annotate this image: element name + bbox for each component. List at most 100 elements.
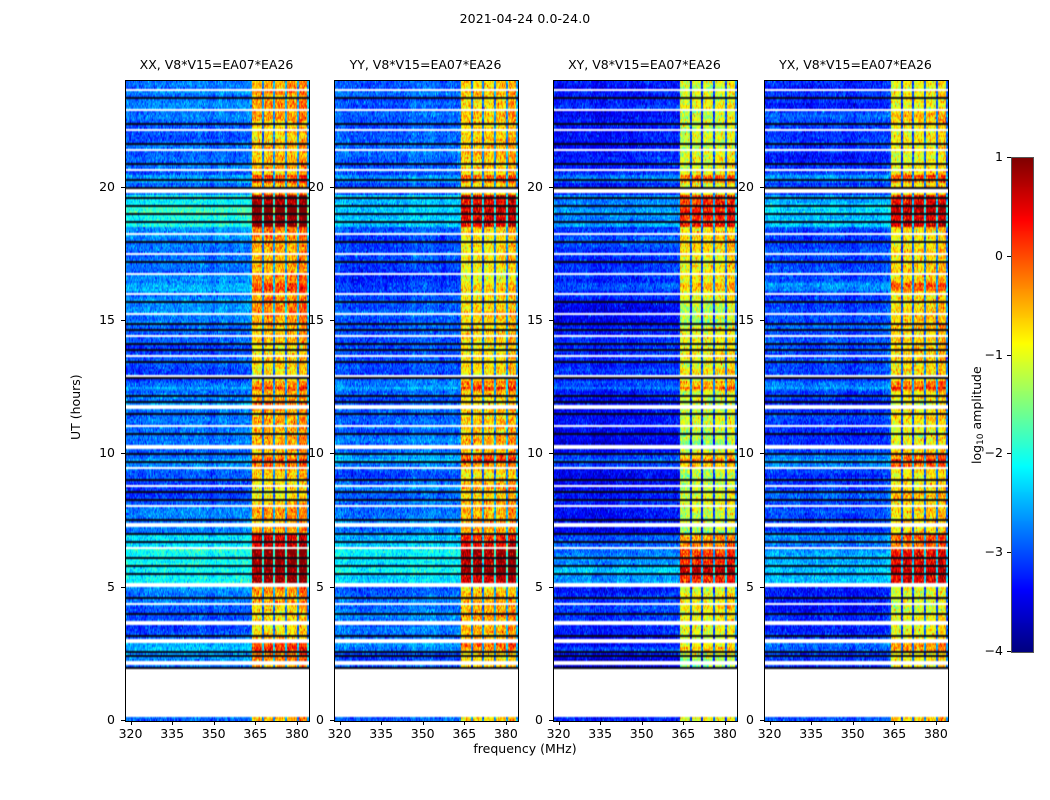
x-tick-mark	[340, 721, 341, 725]
x-tick-label: 365	[243, 726, 268, 741]
x-tick-label: 380	[712, 726, 737, 741]
x-tick-label: 335	[160, 726, 185, 741]
y-tick-label: 10	[527, 445, 543, 461]
x-tick-label: 365	[882, 726, 907, 741]
x-tick-label: 365	[452, 726, 477, 741]
y-tick-mark	[121, 720, 125, 721]
x-tick-mark	[506, 721, 507, 725]
y-tick-label: 5	[535, 578, 543, 594]
x-tick-mark	[214, 721, 215, 725]
y-tick-label: 0	[535, 712, 543, 727]
y-tick-label: 20	[527, 178, 543, 194]
y-tick-mark	[330, 187, 334, 188]
x-tick-mark	[642, 721, 643, 725]
x-axis-label: frequency (MHz)	[473, 741, 577, 756]
x-tick-label: 365	[671, 726, 696, 741]
x-tick-label: 335	[588, 726, 613, 741]
x-tick-label: 380	[923, 726, 948, 741]
x-tick-label: 350	[201, 726, 226, 741]
colorbar-tick-mark	[1007, 256, 1011, 257]
y-tick-label: 0	[107, 712, 115, 727]
panel-title-yy: YY, V8*V15=EA07*EA26	[349, 57, 502, 72]
colorbar-tick-mark	[1007, 651, 1011, 652]
y-tick-mark	[330, 587, 334, 588]
y-tick-label: 15	[738, 312, 754, 327]
spectrogram-panel-yy	[334, 80, 519, 722]
colorbar-label: log10 amplitude	[969, 366, 986, 464]
y-tick-mark	[549, 453, 553, 454]
x-tick-mark	[255, 721, 256, 725]
spectrogram-panel-yx	[764, 80, 949, 722]
x-tick-label: 350	[629, 726, 654, 741]
x-tick-label: 380	[284, 726, 309, 741]
y-tick-label: 0	[746, 712, 754, 727]
x-tick-mark	[172, 721, 173, 725]
figure-suptitle: 2021-04-24 0.0-24.0	[459, 11, 591, 26]
spectrogram-panel-xx	[125, 80, 310, 722]
y-tick-label: 20	[738, 178, 754, 194]
y-tick-mark	[121, 587, 125, 588]
colorbar-tick-mark	[1007, 355, 1011, 356]
x-tick-label: 320	[118, 726, 143, 741]
x-tick-label: 350	[840, 726, 865, 741]
x-tick-label: 320	[327, 726, 352, 741]
y-tick-mark	[549, 587, 553, 588]
colorbar-tick-mark	[1007, 552, 1011, 553]
x-tick-label: 380	[493, 726, 518, 741]
y-tick-mark	[760, 453, 764, 454]
x-tick-mark	[464, 721, 465, 725]
y-tick-label: 10	[99, 445, 115, 461]
y-tick-mark	[330, 453, 334, 454]
panel-title-xy: XY, V8*V15=EA07*EA26	[568, 57, 721, 72]
y-tick-mark	[760, 587, 764, 588]
colorbar-tick-label: 0	[995, 247, 1003, 263]
x-tick-label: 320	[757, 726, 782, 741]
y-tick-label: 5	[746, 578, 754, 594]
x-tick-label: 350	[410, 726, 435, 741]
x-tick-mark	[559, 721, 560, 725]
y-tick-mark	[121, 453, 125, 454]
y-tick-mark	[549, 720, 553, 721]
x-tick-mark	[725, 721, 726, 725]
y-tick-mark	[760, 187, 764, 188]
colorbar-tick-mark	[1007, 453, 1011, 454]
colorbar	[1011, 157, 1034, 653]
y-tick-mark	[121, 187, 125, 188]
colorbar-tick-mark	[1007, 157, 1011, 158]
y-tick-label: 15	[308, 312, 324, 327]
panel-title-yx: YX, V8*V15=EA07*EA26	[779, 57, 932, 72]
x-tick-mark	[423, 721, 424, 725]
x-tick-mark	[131, 721, 132, 725]
x-tick-mark	[683, 721, 684, 725]
x-tick-mark	[853, 721, 854, 725]
panel-title-xx: XX, V8*V15=EA07*EA26	[139, 57, 294, 72]
y-tick-label: 15	[99, 312, 115, 327]
x-tick-mark	[770, 721, 771, 725]
colorbar-tick-label: −2	[984, 445, 1003, 461]
x-tick-label: 335	[369, 726, 394, 741]
x-tick-mark	[297, 721, 298, 725]
y-tick-mark	[330, 320, 334, 321]
y-tick-mark	[121, 320, 125, 321]
x-tick-mark	[936, 721, 937, 725]
x-tick-label: 335	[799, 726, 824, 741]
y-tick-label: 15	[527, 312, 543, 327]
colorbar-tick-label: −4	[984, 643, 1003, 658]
y-tick-mark	[760, 320, 764, 321]
y-tick-mark	[760, 720, 764, 721]
y-tick-label: 20	[99, 178, 115, 194]
y-tick-mark	[330, 720, 334, 721]
y-axis-label: UT (hours)	[68, 374, 83, 440]
y-tick-mark	[549, 320, 553, 321]
y-tick-label: 10	[308, 445, 324, 461]
y-tick-label: 5	[107, 578, 115, 594]
colorbar-tick-label: −1	[984, 346, 1003, 362]
x-tick-mark	[381, 721, 382, 725]
colorbar-tick-label: −3	[984, 544, 1003, 560]
y-tick-label: 20	[308, 178, 324, 194]
y-tick-label: 10	[738, 445, 754, 461]
y-tick-label: 0	[316, 712, 324, 727]
x-tick-mark	[600, 721, 601, 725]
spectrogram-panel-xy	[553, 80, 738, 722]
y-tick-mark	[549, 187, 553, 188]
